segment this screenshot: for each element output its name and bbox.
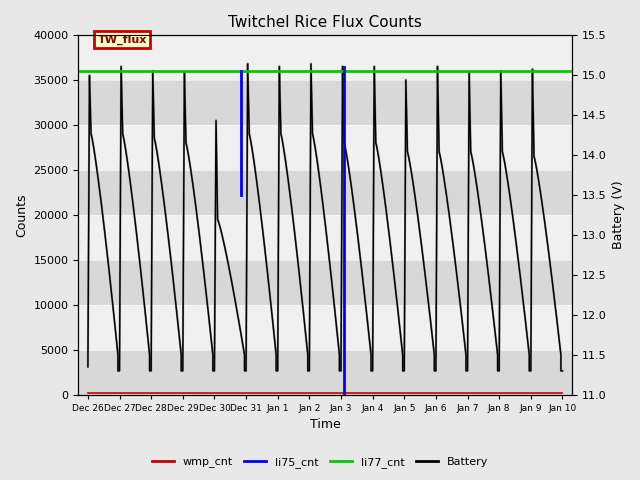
Bar	[79, 36, 572, 80]
Text: TW_flux: TW_flux	[97, 35, 147, 45]
Title: Twitchel Rice Flux Counts: Twitchel Rice Flux Counts	[228, 15, 422, 30]
Legend: wmp_cnt, li75_cnt, li77_cnt, Battery: wmp_cnt, li75_cnt, li77_cnt, Battery	[147, 452, 493, 472]
Bar	[79, 170, 572, 215]
X-axis label: Time: Time	[310, 419, 340, 432]
Bar	[79, 215, 572, 260]
Bar	[79, 125, 572, 170]
Bar	[79, 260, 572, 305]
Y-axis label: Counts: Counts	[15, 193, 28, 237]
Bar	[79, 305, 572, 350]
Y-axis label: Battery (V): Battery (V)	[612, 181, 625, 250]
Bar	[79, 350, 572, 395]
Bar	[79, 80, 572, 125]
